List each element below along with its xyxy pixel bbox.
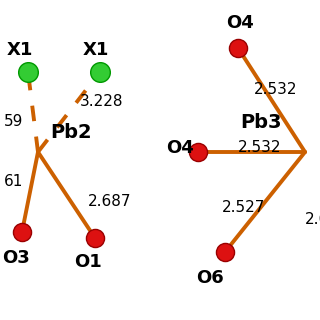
Text: 2.532: 2.532 (238, 140, 282, 156)
Point (92, 236, 98, 241)
Text: 59: 59 (4, 115, 23, 130)
Point (97, 69, 102, 75)
Point (20, 229, 25, 235)
Text: 3.228: 3.228 (80, 94, 124, 109)
Text: O6: O6 (196, 269, 224, 287)
Text: O1: O1 (74, 253, 102, 271)
Point (26, 69, 31, 75)
Text: 2.6: 2.6 (305, 212, 320, 228)
Text: O3: O3 (2, 249, 30, 267)
Text: 2.687: 2.687 (88, 195, 132, 210)
Point (222, 250, 228, 255)
Text: X1: X1 (7, 41, 33, 59)
Point (196, 149, 201, 155)
Text: 2.527: 2.527 (222, 201, 265, 215)
Text: Pb3: Pb3 (240, 113, 282, 132)
Text: O4: O4 (226, 14, 254, 32)
Text: X1: X1 (83, 41, 109, 59)
Text: O4: O4 (166, 139, 194, 157)
Text: Pb2: Pb2 (50, 123, 92, 142)
Text: 2.532: 2.532 (254, 83, 298, 98)
Text: 61: 61 (4, 174, 23, 189)
Point (236, 45, 241, 51)
